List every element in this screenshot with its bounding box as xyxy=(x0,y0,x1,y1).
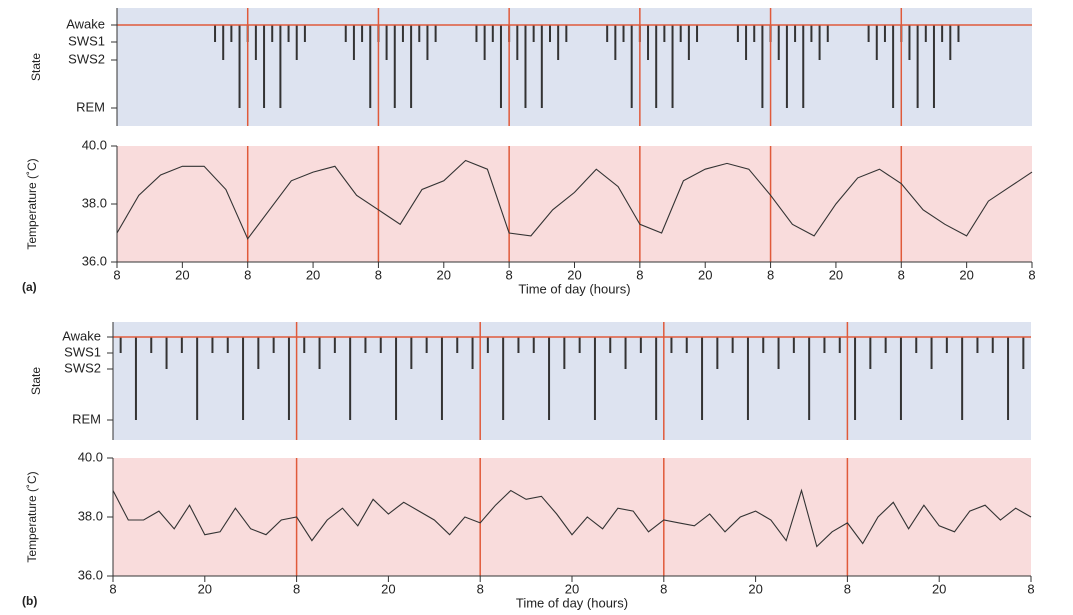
x-tick-label: 20 xyxy=(175,267,189,282)
x-tick-label: 8 xyxy=(636,267,643,282)
x-axis-label: Time of day (hours) xyxy=(516,595,628,610)
temperature-line xyxy=(116,159,1033,240)
y-category-label: SWS1 xyxy=(64,344,101,359)
x-tick-label: 20 xyxy=(932,581,946,596)
x-tick-label: 20 xyxy=(306,267,320,282)
plot-background xyxy=(113,458,1031,576)
y-tick-label: 36.0 xyxy=(82,253,107,268)
y-category-label: SWS1 xyxy=(68,33,105,48)
x-tick-label: 8 xyxy=(506,267,513,282)
x-tick-label: 8 xyxy=(477,581,484,596)
panel-label: (a) xyxy=(22,280,37,294)
x-tick-label: 8 xyxy=(660,581,667,596)
plot-background xyxy=(113,322,1031,440)
y-axis-label: State xyxy=(29,53,43,81)
y-category-label: Awake xyxy=(66,16,105,31)
x-tick-label: 8 xyxy=(113,267,120,282)
x-tick-label: 20 xyxy=(565,581,579,596)
x-tick-label: 20 xyxy=(748,581,762,596)
x-tick-label: 20 xyxy=(829,267,843,282)
x-tick-label: 8 xyxy=(898,267,905,282)
y-category-label: SWS2 xyxy=(68,51,105,66)
y-category-label: REM xyxy=(72,411,101,426)
y-tick-label: 38.0 xyxy=(78,508,103,523)
y-tick-label: 38.0 xyxy=(82,195,107,210)
plot-background xyxy=(117,146,1032,262)
x-tick-label: 20 xyxy=(567,267,581,282)
panel-label: (b) xyxy=(22,594,37,608)
y-axis-label: Temperature (˚C) xyxy=(25,158,39,249)
x-tick-label: 8 xyxy=(244,267,251,282)
y-axis-label: State xyxy=(29,367,43,395)
temperature-line xyxy=(112,488,1032,548)
y-tick-label: 36.0 xyxy=(78,567,103,582)
x-axis-label: Time of day (hours) xyxy=(518,281,630,296)
x-tick-label: 8 xyxy=(375,267,382,282)
y-category-label: Awake xyxy=(62,328,101,343)
x-tick-label: 20 xyxy=(381,581,395,596)
x-tick-label: 20 xyxy=(698,267,712,282)
y-category-label: REM xyxy=(76,99,105,114)
x-tick-label: 20 xyxy=(437,267,451,282)
x-tick-label: 8 xyxy=(767,267,774,282)
y-tick-label: 40.0 xyxy=(82,137,107,152)
x-tick-label: 20 xyxy=(198,581,212,596)
y-axis-label: Temperature (˚C) xyxy=(25,471,39,562)
x-tick-label: 8 xyxy=(1027,581,1034,596)
x-tick-label: 8 xyxy=(109,581,116,596)
x-tick-label: 20 xyxy=(959,267,973,282)
plot-background xyxy=(117,8,1032,126)
y-category-label: SWS2 xyxy=(64,360,101,375)
x-tick-label: 8 xyxy=(844,581,851,596)
x-tick-label: 8 xyxy=(1028,267,1035,282)
y-tick-label: 40.0 xyxy=(78,449,103,464)
x-tick-label: 8 xyxy=(293,581,300,596)
